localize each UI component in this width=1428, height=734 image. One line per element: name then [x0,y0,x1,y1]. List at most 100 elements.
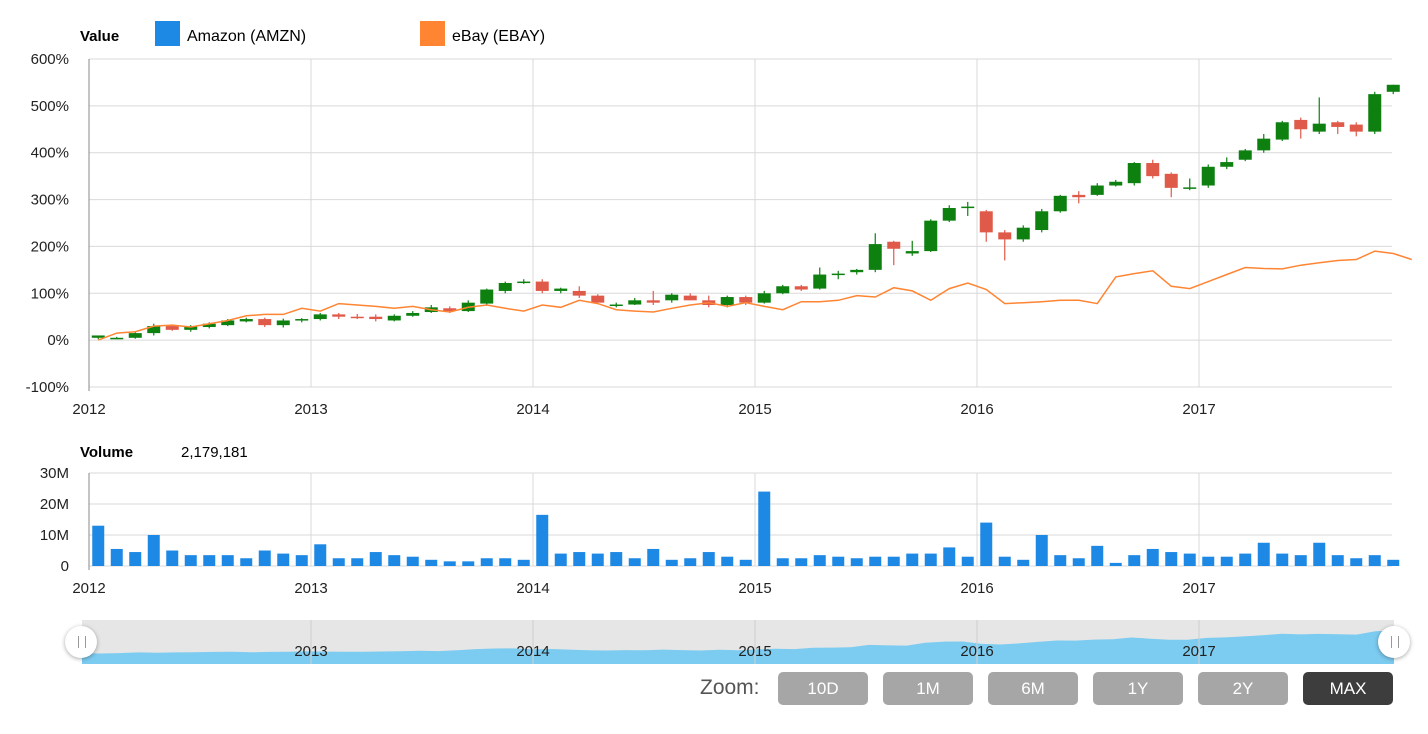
volume-bar[interactable] [1368,555,1381,566]
volume-bar[interactable] [665,559,678,566]
ebay-legend-label[interactable]: eBay (EBAY) [452,28,545,45]
volume-bar[interactable] [369,552,382,566]
volume-bar[interactable] [1276,553,1289,566]
candle[interactable] [554,287,568,294]
volume-bar[interactable] [499,558,512,566]
candle[interactable] [961,201,975,216]
candle[interactable] [1090,183,1104,196]
volume-bar[interactable] [240,558,253,566]
volume-bar[interactable] [610,552,623,566]
volume-bar[interactable] [776,558,789,566]
candle[interactable] [1312,97,1326,134]
volume-bar[interactable] [1294,555,1307,566]
candle[interactable] [572,286,586,298]
zoom-max-button[interactable]: MAX [1303,672,1393,705]
volume-bar[interactable] [1035,535,1048,566]
candle[interactable] [665,293,679,303]
candle[interactable] [239,317,253,323]
candle[interactable] [813,267,827,290]
volume-bar[interactable] [1220,556,1233,566]
volume-bar[interactable] [1202,556,1215,566]
amazon-legend-swatch[interactable] [155,21,180,46]
volume-bar[interactable] [277,553,290,566]
volume-bar[interactable] [1017,559,1030,566]
volume-bar[interactable] [1146,548,1159,566]
candle[interactable] [868,233,882,273]
candle[interactable] [517,279,531,284]
volume-bar[interactable] [147,535,160,566]
volume-bar[interactable] [924,553,937,566]
volume-bar[interactable] [980,522,993,566]
candle[interactable] [332,312,346,320]
candle[interactable] [258,317,272,328]
candle[interactable] [535,279,549,294]
volume-bar[interactable] [998,556,1011,566]
candle[interactable] [498,281,512,294]
volume-bar[interactable] [702,552,715,566]
volume-bar[interactable] [684,558,697,566]
volume-bar[interactable] [332,558,345,566]
candle[interactable] [942,205,956,223]
volume-bar[interactable] [758,491,771,566]
volume-bar[interactable] [813,555,826,566]
volume-bar[interactable] [1054,555,1067,566]
volume-bar[interactable] [628,558,641,566]
candle[interactable] [1053,194,1067,213]
volume-bar[interactable] [832,556,845,566]
navigator-left-handle[interactable] [65,626,97,658]
volume-bar[interactable] [517,559,530,566]
candle[interactable] [905,240,919,256]
volume-bar[interactable] [1072,558,1085,566]
volume-bar[interactable] [314,544,327,566]
candle[interactable] [1331,120,1345,134]
volume-bar[interactable] [110,548,123,566]
candle[interactable] [1201,164,1215,188]
volume-bar[interactable] [221,555,234,566]
volume-bar[interactable] [961,556,974,566]
candle[interactable] [1183,178,1197,191]
volume-bar[interactable] [869,556,882,566]
candle[interactable] [979,209,993,242]
zoom-10d-button[interactable]: 10D [778,672,868,705]
volume-bar[interactable] [425,559,438,566]
zoom-1y-button[interactable]: 1Y [1093,672,1183,705]
volume-bar[interactable] [1331,555,1344,566]
candle[interactable] [924,219,938,253]
candle[interactable] [591,294,605,303]
volume-bar[interactable] [1239,553,1252,566]
candle[interactable] [757,290,771,304]
volume-bar[interactable] [351,558,364,566]
candle[interactable] [1109,179,1123,187]
candle[interactable] [1386,84,1400,95]
amazon-legend-label[interactable]: Amazon (AMZN) [187,28,306,45]
volume-bar[interactable] [166,550,179,567]
candle[interactable] [1016,225,1030,242]
volume-bar[interactable] [887,556,900,566]
volume-bar[interactable] [258,550,271,567]
zoom-6m-button[interactable]: 6M [988,672,1078,705]
candle[interactable] [480,288,494,305]
volume-bar[interactable] [1128,555,1141,566]
candle[interactable] [1349,122,1363,137]
candle[interactable] [110,336,124,340]
candle[interactable] [1257,133,1271,153]
volume-bar[interactable] [388,555,401,566]
navigator-right-handle[interactable] [1378,626,1410,658]
candle[interactable] [1368,91,1382,134]
volume-bar[interactable] [129,552,142,566]
volume-bar[interactable] [1109,562,1122,566]
volume-bar[interactable] [536,514,549,566]
candle[interactable] [1220,157,1234,170]
candle[interactable] [128,331,142,339]
volume-bar[interactable] [1183,553,1196,566]
candle[interactable] [295,318,309,323]
candle[interactable] [776,284,790,295]
candle[interactable] [1275,120,1289,141]
volume-bar[interactable] [1387,559,1400,566]
volume-bar[interactable] [462,561,475,566]
volume-bar[interactable] [406,556,419,566]
volume-bar[interactable] [1313,542,1326,566]
candle[interactable] [794,284,808,291]
candle[interactable] [850,268,864,275]
candle[interactable] [1294,117,1308,139]
